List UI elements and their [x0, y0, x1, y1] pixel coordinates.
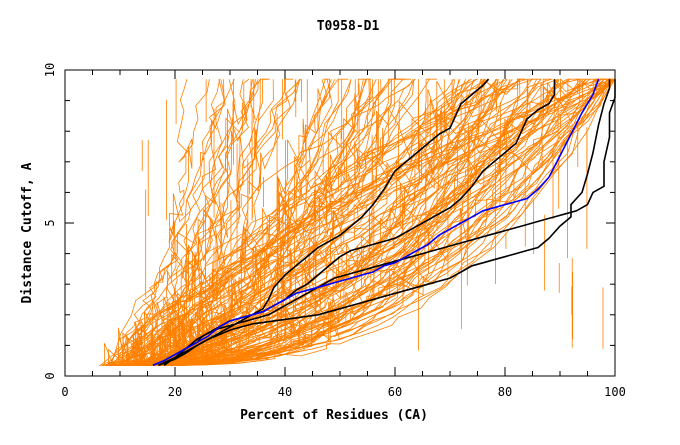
highlighted-model-lines [152, 78, 616, 367]
background-model-line [144, 78, 615, 366]
background-model-line [136, 79, 521, 366]
background-model-line [143, 79, 614, 366]
background-model-line [122, 79, 382, 366]
background-model-line [140, 78, 612, 366]
background-model-line [103, 79, 225, 366]
background-model-line [105, 78, 616, 366]
background-model-line [153, 79, 505, 366]
black-model-line-4 [163, 79, 616, 366]
background-model-line [139, 79, 461, 366]
background-model-line [122, 79, 235, 366]
x-tick-label: 60 [388, 385, 402, 399]
background-model-line [124, 79, 210, 366]
x-tick-label: 80 [498, 385, 512, 399]
y-tick-label: 5 [43, 219, 57, 226]
background-model-line [129, 78, 372, 366]
background-model-line [127, 78, 521, 366]
background-model-line [133, 79, 475, 366]
background-model-line [104, 79, 253, 366]
background-model-line [132, 78, 581, 366]
x-tick-label: 40 [278, 385, 292, 399]
background-model-line [112, 78, 534, 366]
chart-title: T0958-D1 [317, 19, 380, 34]
background-model-line [150, 78, 587, 366]
blue-model-line [152, 78, 600, 367]
background-model-line [124, 78, 616, 366]
y-axis-label: Distance Cutoff, A [20, 162, 35, 303]
background-model-line [115, 78, 455, 366]
background-model-line [114, 79, 236, 366]
black-model-line-3 [158, 79, 611, 367]
y-tick-label: 10 [43, 63, 57, 77]
x-tick-label: 100 [604, 385, 626, 399]
x-tick-label: 0 [61, 385, 68, 399]
background-model-line [150, 78, 526, 366]
x-axis-label: Percent of Residues (CA) [240, 408, 428, 423]
background-model-line [117, 78, 294, 366]
background-model-line [136, 78, 269, 366]
x-axis-ticks: 0 20 40 60 80 100 [61, 70, 626, 399]
x-tick-label: 20 [168, 385, 182, 399]
background-model-lines [99, 78, 616, 366]
background-model-line [106, 78, 581, 366]
background-model-line [125, 78, 541, 366]
background-model-line [176, 78, 605, 366]
background-model-line [135, 78, 614, 366]
background-model-line [131, 78, 613, 366]
y-axis-ticks: 0 5 10 [43, 63, 615, 380]
y-tick-label: 0 [43, 372, 57, 379]
background-model-line [149, 78, 393, 366]
background-model-line [120, 78, 598, 366]
background-model-line [119, 79, 256, 366]
